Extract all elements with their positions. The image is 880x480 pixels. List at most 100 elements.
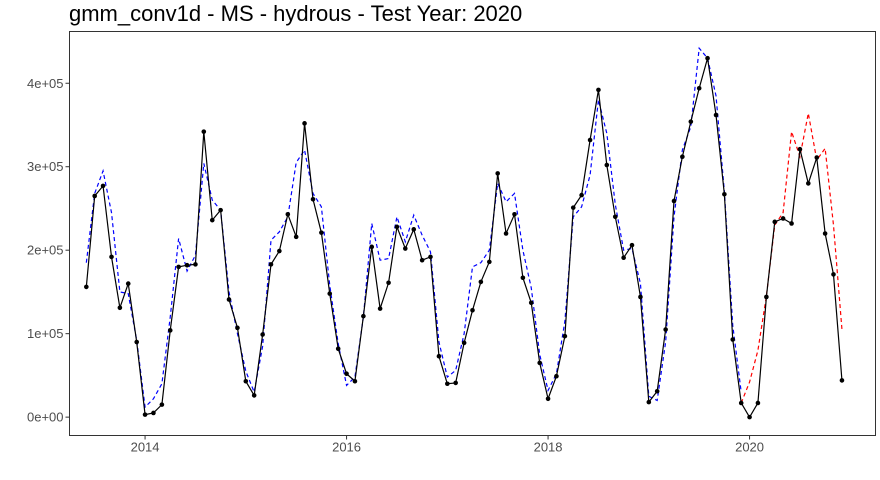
actual-data-point (428, 254, 433, 260)
actual-data-point (545, 396, 551, 402)
actual-data-point (629, 242, 635, 248)
actual-data-point (369, 244, 375, 250)
actual-data-point (646, 399, 652, 405)
actual-data-point (159, 402, 165, 407)
actual-data-point (503, 231, 509, 236)
actual-data-point (377, 306, 383, 311)
actual-data-point (117, 305, 123, 311)
actual-data-point (209, 217, 215, 223)
actual-data-point (764, 294, 769, 300)
y-tick-label: 4e+05 (27, 76, 64, 91)
actual-data-point (184, 262, 190, 268)
actual-data-point (738, 400, 744, 406)
actual-data-point (747, 414, 752, 420)
actual-data-point (285, 212, 291, 217)
actual-data-point (789, 221, 794, 226)
actual-data-point (260, 332, 265, 337)
actual-data-point (621, 255, 626, 261)
actual-data-point (235, 325, 240, 331)
actual-data-point (696, 85, 702, 91)
actual-data-point (604, 162, 610, 168)
tick-labels: 2014 2016 2018 2020 0e+00 1e+05 2e+05 3e+05 4e+0… (27, 76, 764, 455)
actual-data-point (587, 137, 593, 143)
y-tick-label: 0e+00 (27, 410, 64, 425)
actual-data-point (109, 254, 114, 260)
actual-data-point (562, 333, 568, 339)
actual-data-point (671, 198, 677, 204)
actual-data-point (243, 378, 249, 384)
actual-data-point (125, 281, 131, 286)
actual-data-point (226, 297, 232, 302)
actual-data-point (344, 371, 349, 377)
x-tick-label: 2014 (131, 440, 160, 455)
actual-data-point (755, 400, 761, 406)
forecast-series-line (740, 113, 843, 404)
actual-data-point (797, 146, 803, 152)
actual-data-point (537, 360, 543, 366)
actual-data-point (293, 234, 299, 240)
actual-data-point (445, 381, 450, 387)
actual-data-point (478, 279, 484, 285)
actual-data-point (780, 216, 786, 221)
actual-data-point (713, 112, 719, 118)
actual-data-point (638, 294, 643, 300)
actual-data-point (579, 192, 584, 198)
actual-data-point (772, 219, 778, 225)
actual-data-point (654, 388, 660, 394)
actual-data-point (663, 327, 668, 332)
actual-data-point (730, 337, 736, 342)
actual-data-point (394, 224, 400, 230)
actual-data-point (495, 171, 500, 176)
y-tick-label: 1e+05 (27, 326, 64, 341)
actual-data-point (310, 196, 316, 202)
y-tick-label: 2e+05 (27, 243, 64, 258)
actual-data-point (688, 119, 694, 124)
actual-data-point (151, 410, 156, 416)
actual-data-point (419, 257, 425, 263)
actual-data-point (361, 313, 366, 319)
x-tick-label: 2018 (534, 440, 563, 455)
actual-data-point (528, 300, 534, 306)
actual-series-line (85, 58, 843, 419)
actual-data-point (705, 55, 710, 61)
actual-data-point (268, 262, 274, 267)
series-layer (84, 46, 845, 420)
axis-ticks (65, 82, 751, 440)
actual-data-point (327, 291, 333, 296)
actual-data-point (386, 280, 391, 286)
actual-data-point (453, 380, 458, 386)
actual-data-point (520, 275, 526, 281)
fitted-series-line (85, 46, 742, 409)
actual-data-point (201, 129, 207, 134)
actual-data-point (218, 207, 223, 213)
actual-data-point (512, 212, 517, 217)
actual-data-point (100, 183, 106, 189)
actual-data-point (277, 248, 282, 254)
actual-data-point (302, 121, 307, 126)
actual-data-point (722, 191, 727, 197)
actual-data-point (831, 272, 836, 277)
actual-data-point (411, 227, 417, 232)
actual-data-point (554, 373, 559, 379)
actual-data-point (596, 87, 601, 93)
chart-title: gmm_conv1d - MS - hydrous - Test Year: 2… (69, 1, 523, 26)
actual-data-point (319, 230, 324, 235)
x-tick-label: 2020 (735, 440, 764, 455)
actual-data-point (402, 246, 408, 251)
actual-data-point (570, 205, 576, 210)
actual-data-point (92, 193, 97, 199)
actual-data-point (839, 378, 845, 383)
actual-data-point (134, 339, 140, 345)
actual-data-point (436, 353, 442, 359)
actual-data-point (487, 259, 492, 265)
actual-data-point (612, 214, 618, 220)
actual-data-point (176, 264, 181, 270)
actual-data-point (814, 155, 820, 160)
actual-data-point (142, 412, 148, 417)
actual-data-point (251, 393, 257, 398)
actual-data-point (167, 328, 173, 333)
actual-data-point (193, 262, 198, 267)
x-tick-label: 2016 (332, 440, 361, 455)
plot-panel-border (69, 31, 876, 436)
